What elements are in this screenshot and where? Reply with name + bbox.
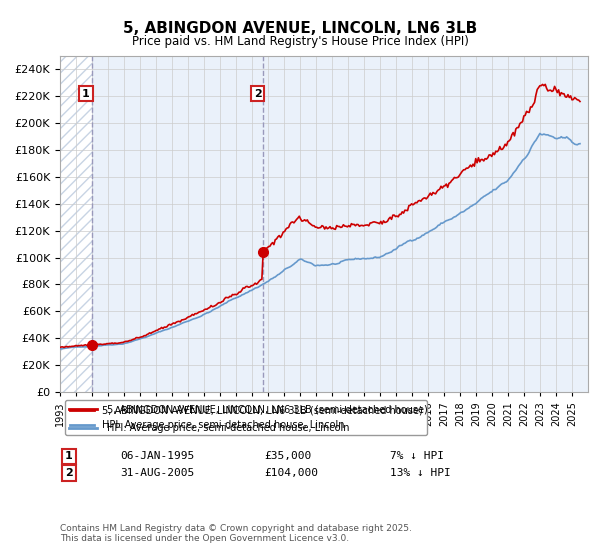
- Text: 1: 1: [82, 88, 90, 99]
- Text: 1: 1: [65, 451, 73, 461]
- Text: 5, ABINGDON AVENUE, LINCOLN, LN6 3LB (semi-detached house): 5, ABINGDON AVENUE, LINCOLN, LN6 3LB (se…: [107, 404, 428, 414]
- Text: Price paid vs. HM Land Registry's House Price Index (HPI): Price paid vs. HM Land Registry's House …: [131, 35, 469, 48]
- Bar: [92, 56, 588, 392]
- Text: 2: 2: [65, 468, 73, 478]
- Text: 7% ↓ HPI: 7% ↓ HPI: [390, 451, 444, 461]
- Text: 2: 2: [254, 88, 262, 99]
- Text: 5, ABINGDON AVENUE, LINCOLN, LN6 3LB: 5, ABINGDON AVENUE, LINCOLN, LN6 3LB: [123, 21, 477, 36]
- Text: £104,000: £104,000: [264, 468, 318, 478]
- Text: 31-AUG-2005: 31-AUG-2005: [120, 468, 194, 478]
- Bar: [60, 56, 92, 392]
- Legend: 5, ABINGDON AVENUE, LINCOLN, LN6 3LB (semi-detached house), HPI: Average price, : 5, ABINGDON AVENUE, LINCOLN, LN6 3LB (se…: [65, 400, 427, 435]
- Text: £35,000: £35,000: [264, 451, 311, 461]
- Text: 06-JAN-1995: 06-JAN-1995: [120, 451, 194, 461]
- Text: Contains HM Land Registry data © Crown copyright and database right 2025.
This d: Contains HM Land Registry data © Crown c…: [60, 524, 412, 543]
- Text: 13% ↓ HPI: 13% ↓ HPI: [390, 468, 451, 478]
- Text: HPI: Average price, semi-detached house, Lincoln: HPI: Average price, semi-detached house,…: [107, 423, 349, 433]
